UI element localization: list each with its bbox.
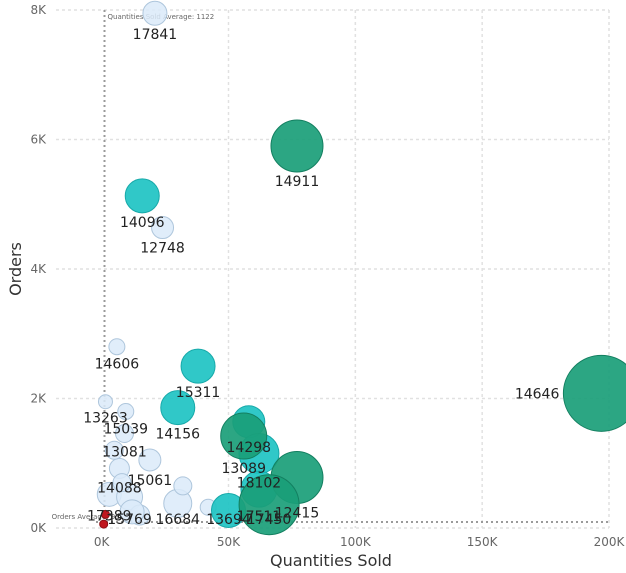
data-point[interactable] (97, 394, 113, 410)
data-label: 17450 (247, 512, 292, 528)
data-label: 17511 (237, 509, 282, 525)
data-labels: 17841 14911 14096 12748 14606 15311 14646 13263… (83, 27, 559, 528)
data-point[interactable] (108, 338, 126, 356)
data-label: 13081 (102, 444, 147, 460)
x-tick-label: 0K (94, 535, 111, 549)
data-point[interactable] (160, 390, 196, 426)
x-tick-label: 100K (340, 535, 372, 549)
x-tick-label: 200K (594, 535, 626, 549)
axis-ticks: 0K 50K 100K 150K 200K 0K 2K 4K 6K 8K (30, 3, 625, 549)
x-axis-title: Quantities Sold (270, 551, 392, 570)
data-point[interactable] (124, 178, 160, 214)
data-point[interactable] (180, 348, 216, 384)
data-label: 17389 (87, 508, 132, 524)
data-label: 15311 (176, 385, 221, 401)
data-label: 17841 (133, 27, 178, 43)
data-label: 12748 (140, 241, 185, 257)
data-label: 18102 (237, 476, 282, 492)
data-label: 14088 (97, 480, 142, 496)
data-label: 13694 (206, 512, 251, 528)
data-points (96, 0, 626, 536)
data-label: 15039 (103, 421, 148, 437)
data-label: 12415 (275, 505, 320, 521)
data-point[interactable] (173, 476, 193, 496)
data-point[interactable] (138, 448, 162, 472)
data-label: 14911 (275, 174, 320, 190)
data-label: 15061 (128, 473, 173, 489)
data-point[interactable] (562, 354, 626, 432)
data-label: 14156 (155, 427, 200, 443)
data-label: 13263 (83, 411, 128, 427)
y-tick-label: 8K (30, 3, 47, 17)
data-point[interactable] (151, 216, 175, 240)
x-tick-label: 150K (467, 535, 499, 549)
y-axis-title: Orders (6, 242, 25, 296)
data-point[interactable] (99, 519, 109, 529)
x-tick-label: 50K (217, 535, 241, 549)
data-point[interactable] (238, 474, 300, 536)
data-label: 14096 (120, 215, 165, 231)
data-point[interactable] (270, 119, 324, 173)
data-point[interactable] (100, 509, 110, 519)
y-average-label: Orders Average: 93 (52, 513, 120, 521)
data-point[interactable] (220, 412, 268, 460)
data-label: 15769 (107, 512, 152, 528)
data-point[interactable] (104, 440, 124, 460)
data-label: 14606 (95, 357, 140, 373)
data-label: 14646 (515, 386, 560, 402)
y-tick-label: 4K (30, 262, 47, 276)
data-point[interactable] (114, 423, 134, 443)
data-point[interactable] (112, 473, 132, 493)
y-tick-label: 0K (30, 521, 47, 535)
data-label: 16684 (155, 512, 200, 528)
data-label: 13089 (221, 461, 266, 477)
y-tick-label: 6K (30, 133, 47, 147)
data-point[interactable] (119, 499, 145, 525)
data-point[interactable] (117, 402, 135, 420)
y-tick-label: 2K (30, 392, 47, 406)
data-point[interactable] (142, 0, 168, 26)
data-label: 14298 (227, 440, 272, 456)
